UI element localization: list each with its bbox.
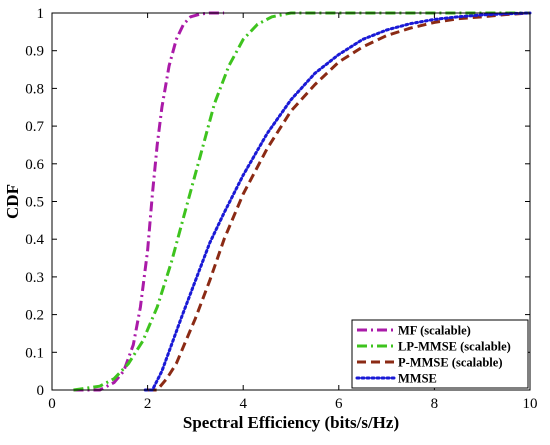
series-line-0 xyxy=(73,11,225,392)
x-tick-label: 6 xyxy=(335,396,343,412)
legend: MF (scalable) LP-MMSE (scalable) P-MMSE (s… xyxy=(351,319,529,389)
legend-label-3: MMSE xyxy=(398,372,437,386)
y-tick-label: 0.7 xyxy=(25,119,44,135)
legend-label-1: LP-MMSE (scalable) xyxy=(398,340,511,354)
y-tick-label: 0.8 xyxy=(25,81,44,97)
legend-label-0: MF (scalable) xyxy=(398,324,471,338)
series-line-3 xyxy=(143,11,532,392)
legend-label-2: P-MMSE (scalable) xyxy=(398,356,503,370)
x-tick-label: 10 xyxy=(523,396,538,412)
series-line-2 xyxy=(147,11,531,392)
y-tick-label: 0.1 xyxy=(25,345,44,361)
y-tick-label: 0.2 xyxy=(25,308,44,324)
y-axis-label: CDF xyxy=(3,184,22,219)
y-tick-label: 0.6 xyxy=(25,157,44,173)
x-axis-label: Spectral Efficiency (bits/s/Hz) xyxy=(183,413,399,432)
x-tick-label: 4 xyxy=(239,396,247,412)
y-tick-label: 0.5 xyxy=(25,195,44,211)
x-tick-label: 2 xyxy=(144,396,152,412)
y-tick-label: 0 xyxy=(37,383,45,399)
y-tick-label: 0.3 xyxy=(25,270,44,286)
y-tick-label: 0.9 xyxy=(25,44,44,60)
x-tick-label: 8 xyxy=(431,396,439,412)
tick-layer: 0 2 4 6 8 10 0 0.1 0.2 0.3 0.4 0.5 0.6 0.7 0.8 0.9 1 xyxy=(25,6,537,412)
y-tick-label: 0.4 xyxy=(25,232,44,248)
x-tick-label: 0 xyxy=(48,396,56,412)
y-tick-label: 1 xyxy=(37,6,45,22)
